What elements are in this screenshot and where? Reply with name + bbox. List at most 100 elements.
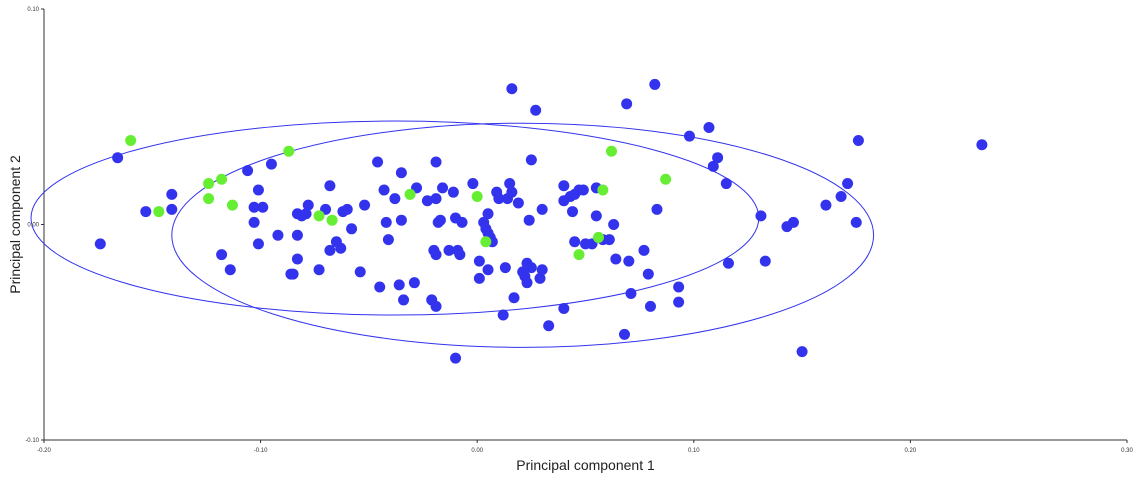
data-point-blue <box>621 98 633 110</box>
data-point-blue <box>625 287 637 299</box>
data-point-green <box>573 249 585 261</box>
axis-ticks: -0.20 -0.10 0.00 0.10 0.20 0.30 -0.10 0.00 0.10 <box>25 7 1133 454</box>
data-point-blue <box>354 266 366 278</box>
data-point-blue <box>252 238 264 250</box>
data-point-blue <box>638 244 650 256</box>
data-point-blue <box>346 223 358 235</box>
x-tick-label: 0.30 <box>1121 448 1133 454</box>
data-point-blue <box>618 328 630 340</box>
data-point-blue <box>850 216 862 228</box>
data-point-blue <box>722 257 734 269</box>
data-point-blue <box>569 236 581 248</box>
data-point-blue <box>302 199 314 211</box>
data-point-green <box>283 145 295 157</box>
data-point-blue <box>430 249 442 261</box>
data-point-green <box>592 231 604 243</box>
y-axis-title: Principal component 2 <box>7 155 23 294</box>
data-point-blue <box>291 253 303 265</box>
x-tick-label: -0.20 <box>37 448 51 454</box>
data-point-blue <box>252 184 264 196</box>
data-point-blue <box>291 229 303 241</box>
data-point-blue <box>523 214 535 226</box>
data-point-green <box>203 178 215 190</box>
data-point-blue <box>673 296 685 308</box>
data-point-blue <box>820 199 832 211</box>
data-point-blue <box>421 195 433 207</box>
y-tick-label: 0.00 <box>27 223 39 229</box>
data-point-blue <box>248 216 260 228</box>
data-point-green <box>480 236 492 248</box>
data-point-blue <box>558 180 570 192</box>
data-point-blue <box>454 249 466 261</box>
data-point-blue <box>430 193 442 205</box>
data-point-blue <box>720 178 732 190</box>
data-point-blue <box>382 234 394 246</box>
data-point-blue <box>94 238 106 250</box>
data-point-green <box>471 190 483 202</box>
data-point-green <box>313 210 325 222</box>
data-point-blue <box>558 303 570 315</box>
data-point-blue <box>372 156 384 168</box>
data-point-blue <box>755 210 767 222</box>
data-point-blue <box>380 216 392 228</box>
data-point-blue <box>443 244 455 256</box>
data-point-blue <box>335 242 347 254</box>
data-point-blue <box>216 249 228 261</box>
x-tick-label: 0.00 <box>471 448 483 454</box>
data-point-blue <box>473 272 485 284</box>
data-point-blue <box>590 210 602 222</box>
data-point-blue <box>473 255 485 267</box>
data-point-blue <box>712 152 724 164</box>
data-point-blue <box>359 199 371 211</box>
data-point-blue <box>852 134 864 146</box>
data-point-blue <box>506 186 518 198</box>
data-point-blue <box>430 156 442 168</box>
x-tick-label: 0.10 <box>688 448 700 454</box>
data-point-blue <box>508 292 520 304</box>
data-point-green <box>125 134 137 146</box>
data-point-blue <box>504 178 516 190</box>
data-point-blue <box>673 281 685 293</box>
data-point-blue <box>499 262 511 274</box>
data-point-green <box>203 193 215 205</box>
data-point-green <box>216 173 228 185</box>
data-point-green <box>660 173 672 185</box>
data-point-blue <box>497 309 509 321</box>
data-point-blue <box>707 160 719 172</box>
data-point-blue <box>521 277 533 289</box>
x-tick-label: 0.20 <box>905 448 917 454</box>
data-point-blue <box>536 264 548 276</box>
data-point-blue <box>530 104 542 116</box>
data-point-blue <box>482 264 494 276</box>
data-point-blue <box>525 154 537 166</box>
data-point-blue <box>389 193 401 205</box>
data-point-blue <box>567 206 579 218</box>
data-point-green <box>153 206 165 218</box>
data-point-blue <box>398 294 410 306</box>
y-tick-label: 0.10 <box>27 7 39 13</box>
data-point-blue <box>651 203 663 215</box>
data-point-blue <box>787 216 799 228</box>
data-point-blue <box>378 184 390 196</box>
data-point-blue <box>703 122 715 134</box>
y-tick-label: -0.10 <box>25 438 39 444</box>
data-point-blue <box>842 178 854 190</box>
data-point-blue <box>506 83 518 95</box>
data-point-blue <box>608 219 620 230</box>
data-point-blue <box>257 201 269 213</box>
data-point-blue <box>482 208 494 220</box>
data-point-green <box>597 184 609 196</box>
data-point-green <box>605 145 617 157</box>
data-point-blue <box>450 352 462 364</box>
data-point-blue <box>644 300 656 312</box>
data-point-blue <box>610 253 622 265</box>
data-point-blue <box>140 206 152 218</box>
data-points <box>94 78 988 364</box>
data-point-blue <box>493 193 505 205</box>
data-point-blue <box>265 158 277 170</box>
data-point-blue <box>683 130 695 142</box>
data-point-blue <box>434 214 446 226</box>
data-point-green <box>404 188 416 200</box>
